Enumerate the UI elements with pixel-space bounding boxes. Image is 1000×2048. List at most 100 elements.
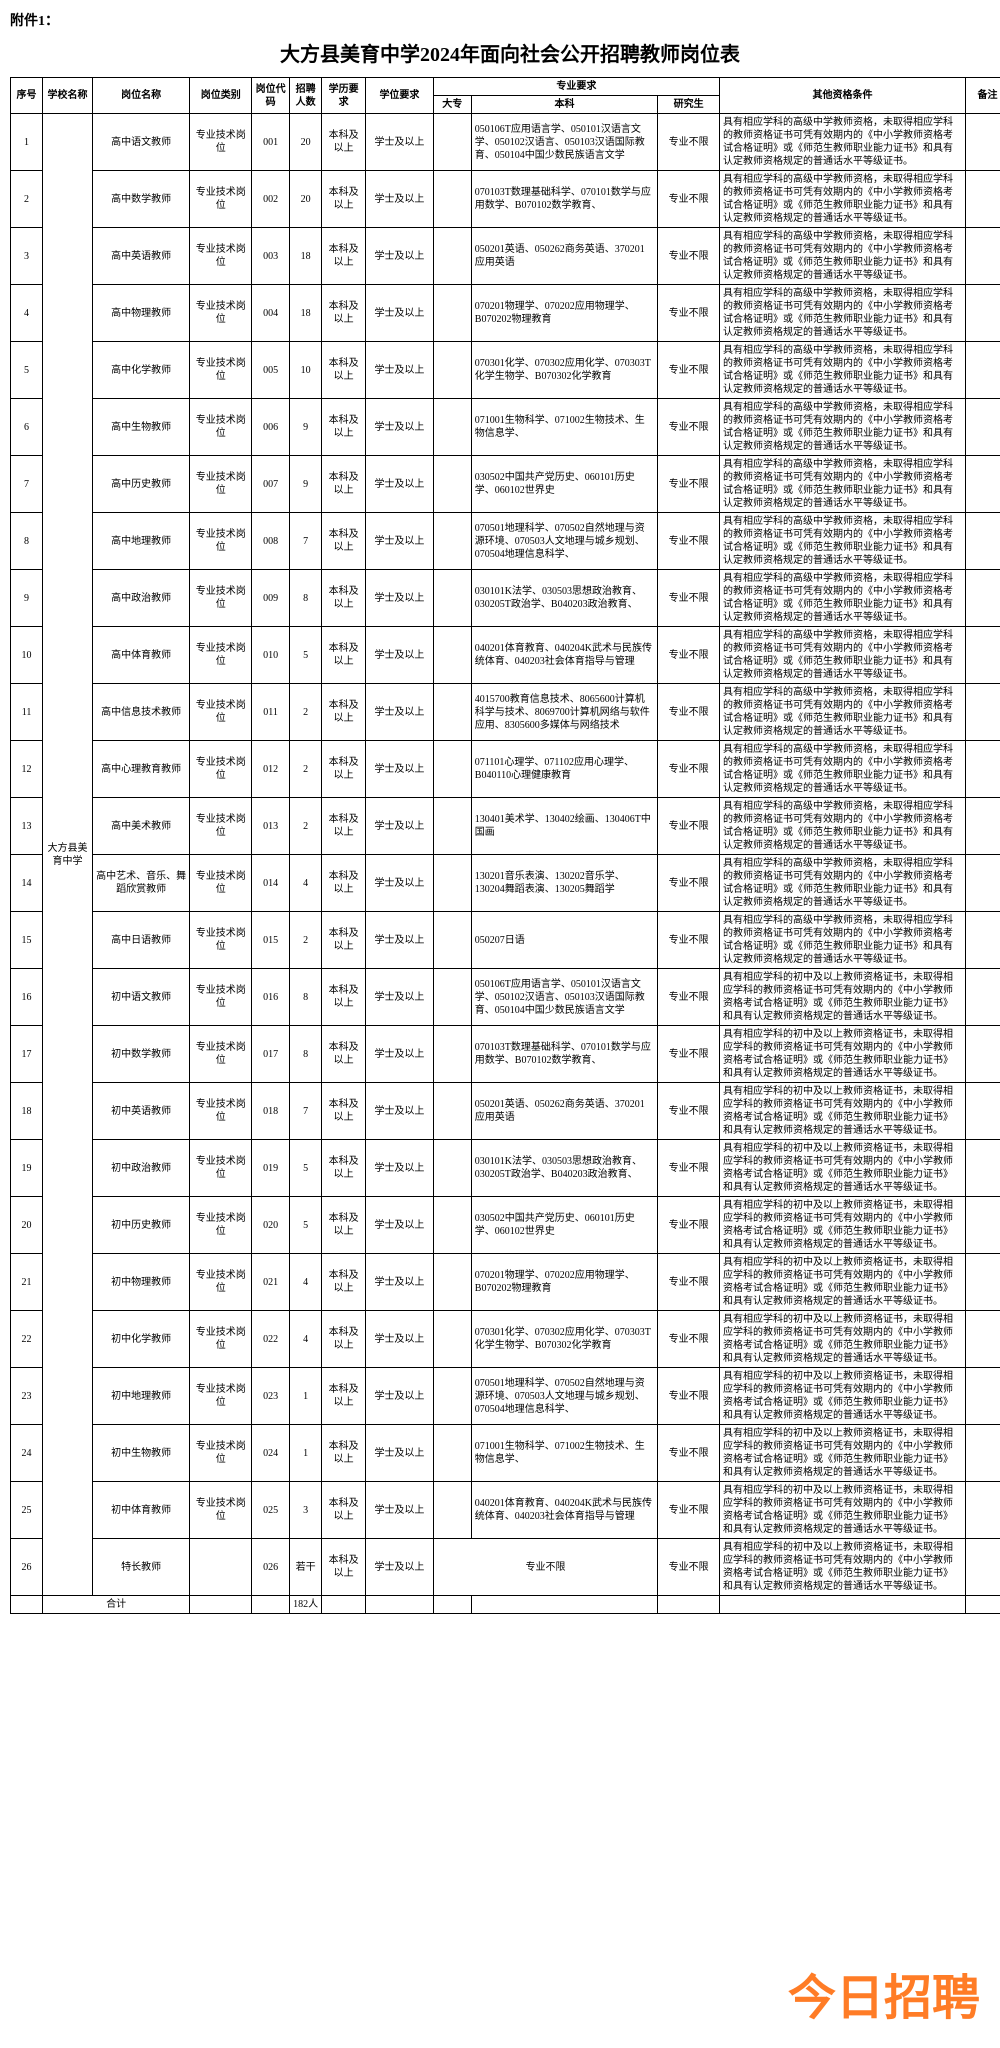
cell-other: 具有相应学科的初中及以上教师资格证书，未取得相应学科的教师资格证书可凭有效期内的…	[720, 1425, 966, 1482]
cell-edu: 本科及以上	[322, 1026, 366, 1083]
cell-posname: 高中生物教师	[92, 399, 189, 456]
cell-edu: 本科及以上	[322, 969, 366, 1026]
cell-remark	[965, 1482, 1000, 1539]
table-row: 1大方县美育中学高中语文教师专业技术岗位00120本科及以上学士及以上05010…	[11, 114, 1000, 171]
cell-code: 003	[252, 228, 290, 285]
cell-code: 015	[252, 912, 290, 969]
cell-seq: 19	[11, 1140, 43, 1197]
cell-benke: 专业不限	[433, 1539, 657, 1596]
table-row: 2高中数学教师专业技术岗位00220本科及以上学士及以上070103T数理基础科…	[11, 171, 1000, 228]
cell-postype: 专业技术岗位	[190, 1311, 252, 1368]
cell-dazhuan	[433, 1368, 471, 1425]
cell-edu: 本科及以上	[322, 513, 366, 570]
cell-postype: 专业技术岗位	[190, 1083, 252, 1140]
cell-remark	[965, 1425, 1000, 1482]
cell-seq: 23	[11, 1368, 43, 1425]
cell-benke: 070201物理学、070202应用物理学、B070202物理教育	[471, 285, 657, 342]
cell-other: 具有相应学科的初中及以上教师资格证书，未取得相应学科的教师资格证书可凭有效期内的…	[720, 1254, 966, 1311]
header-school: 学校名称	[43, 78, 93, 114]
cell-code: 020	[252, 1197, 290, 1254]
cell-degree: 学士及以上	[366, 684, 434, 741]
cell-degree: 学士及以上	[366, 741, 434, 798]
cell-code: 025	[252, 1482, 290, 1539]
cell-edu: 本科及以上	[322, 114, 366, 171]
cell-benke: 070301化学、070302应用化学、070303T化学生物学、B070302…	[471, 342, 657, 399]
cell-edu: 本科及以上	[322, 228, 366, 285]
cell-yanjiu: 专业不限	[658, 1311, 720, 1368]
cell-degree: 学士及以上	[366, 228, 434, 285]
cell-remark	[965, 855, 1000, 912]
cell-edu: 本科及以上	[322, 570, 366, 627]
cell-postype	[190, 1539, 252, 1596]
cell-yanjiu: 专业不限	[658, 1083, 720, 1140]
cell-postype: 专业技术岗位	[190, 969, 252, 1026]
cell-other: 具有相应学科的高级中学教师资格，未取得相应学科的教师资格证书可凭有效期内的《中小…	[720, 228, 966, 285]
cell-postype: 专业技术岗位	[190, 912, 252, 969]
header-degree: 学位要求	[366, 78, 434, 114]
cell-code: 008	[252, 513, 290, 570]
cell-count: 8	[290, 969, 322, 1026]
cell-count: 5	[290, 1140, 322, 1197]
cell-seq: 1	[11, 114, 43, 171]
cell-other: 具有相应学科的高级中学教师资格，未取得相应学科的教师资格证书可凭有效期内的《中小…	[720, 912, 966, 969]
cell-benke: 040201体育教育、040204K武术与民族传统体育、040203社会体育指导…	[471, 1482, 657, 1539]
cell-postype: 专业技术岗位	[190, 171, 252, 228]
cell-degree: 学士及以上	[366, 855, 434, 912]
cell-code: 014	[252, 855, 290, 912]
cell-benke: 070301化学、070302应用化学、070303T化学生物学、B070302…	[471, 1311, 657, 1368]
cell-code: 002	[252, 171, 290, 228]
cell-yanjiu: 专业不限	[658, 1368, 720, 1425]
table-row: 12高中心理教育教师专业技术岗位0122本科及以上学士及以上071101心理学、…	[11, 741, 1000, 798]
cell-degree: 学士及以上	[366, 1083, 434, 1140]
cell-count: 4	[290, 855, 322, 912]
cell-postype: 专业技术岗位	[190, 798, 252, 855]
cell-dazhuan	[433, 228, 471, 285]
cell-posname: 高中信息技术教师	[92, 684, 189, 741]
cell-edu: 本科及以上	[322, 171, 366, 228]
cell-seq	[11, 1596, 43, 1614]
cell-yanjiu: 专业不限	[658, 342, 720, 399]
cell-dazhuan	[433, 570, 471, 627]
cell-remark	[965, 570, 1000, 627]
cell-other: 具有相应学科的高级中学教师资格，未取得相应学科的教师资格证书可凭有效期内的《中小…	[720, 456, 966, 513]
cell-posname: 初中生物教师	[92, 1425, 189, 1482]
cell-edu: 本科及以上	[322, 855, 366, 912]
cell-dazhuan	[433, 171, 471, 228]
table-row: 16初中语文教师专业技术岗位0168本科及以上学士及以上050106T应用语言学…	[11, 969, 1000, 1026]
cell-edu: 本科及以上	[322, 1482, 366, 1539]
cell-count: 2	[290, 798, 322, 855]
cell-remark	[965, 114, 1000, 171]
cell-other: 具有相应学科的高级中学教师资格，未取得相应学科的教师资格证书可凭有效期内的《中小…	[720, 399, 966, 456]
table-row: 3高中英语教师专业技术岗位00318本科及以上学士及以上050201英语、050…	[11, 228, 1000, 285]
cell-posname: 高中地理教师	[92, 513, 189, 570]
cell-other: 具有相应学科的高级中学教师资格，未取得相应学科的教师资格证书可凭有效期内的《中小…	[720, 342, 966, 399]
cell-other: 具有相应学科的初中及以上教师资格证书，未取得相应学科的教师资格证书可凭有效期内的…	[720, 1197, 966, 1254]
cell-benke: 071001生物科学、071002生物技术、生物信息学、	[471, 1425, 657, 1482]
cell-dazhuan	[433, 285, 471, 342]
cell-count: 2	[290, 741, 322, 798]
cell-other: 具有相应学科的高级中学教师资格，未取得相应学科的教师资格证书可凭有效期内的《中小…	[720, 114, 966, 171]
cell-seq: 5	[11, 342, 43, 399]
cell-blank	[965, 1596, 1000, 1614]
cell-degree: 学士及以上	[366, 114, 434, 171]
cell-count: 5	[290, 627, 322, 684]
cell-posname: 高中美术教师	[92, 798, 189, 855]
cell-yanjiu: 专业不限	[658, 627, 720, 684]
cell-dazhuan	[433, 684, 471, 741]
cell-seq: 2	[11, 171, 43, 228]
cell-code: 004	[252, 285, 290, 342]
cell-seq: 16	[11, 969, 43, 1026]
cell-posname: 高中英语教师	[92, 228, 189, 285]
cell-benke: 050201英语、050262商务英语、370201应用英语	[471, 1083, 657, 1140]
cell-seq: 12	[11, 741, 43, 798]
cell-benke: 030502中国共产党历史、060101历史学、060102世界史	[471, 1197, 657, 1254]
cell-edu: 本科及以上	[322, 342, 366, 399]
cell-dazhuan	[433, 912, 471, 969]
cell-other: 具有相应学科的初中及以上教师资格证书，未取得相应学科的教师资格证书可凭有效期内的…	[720, 1311, 966, 1368]
cell-count: 2	[290, 684, 322, 741]
cell-posname: 高中政治教师	[92, 570, 189, 627]
cell-seq: 21	[11, 1254, 43, 1311]
cell-benke: 050106T应用语言学、050101汉语言文学、050102汉语言、05010…	[471, 114, 657, 171]
cell-posname: 初中地理教师	[92, 1368, 189, 1425]
cell-seq: 7	[11, 456, 43, 513]
